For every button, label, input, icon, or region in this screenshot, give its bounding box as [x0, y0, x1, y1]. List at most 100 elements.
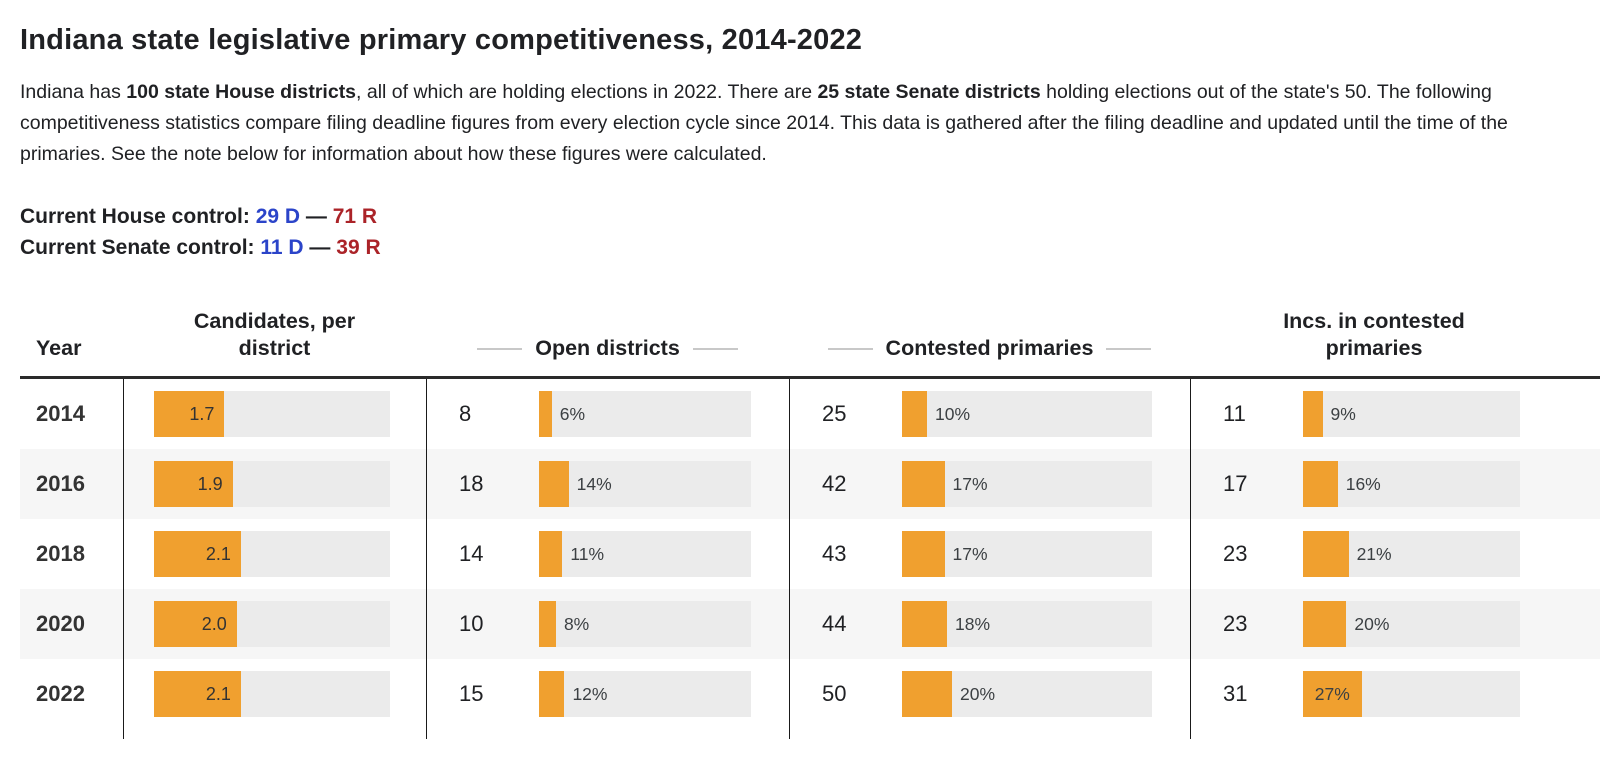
- open-districts-bar-fill: [539, 531, 563, 578]
- intro-paragraph: Indiana has 100 state House districts, a…: [20, 77, 1542, 171]
- chamber-control-summary: Current House control: 29 D — 71 R Curre…: [20, 201, 1600, 265]
- contested-primaries-cell: 25 10%: [789, 379, 1190, 450]
- open-districts-bar-track: 12%: [539, 671, 751, 718]
- contested-primaries-cell: 42 17%: [789, 449, 1190, 520]
- incs-in-contested-primaries-bar-label: 21%: [1356, 543, 1392, 564]
- incs-in-contested-primaries-bar-label: 20%: [1354, 613, 1390, 634]
- senate-control-label: Current Senate control:: [20, 236, 255, 260]
- candidates-per-district-cell: 2.1: [123, 519, 426, 590]
- contested-primaries-bar-track: 17%: [902, 531, 1152, 578]
- open-districts-bar-track: 14%: [539, 461, 751, 508]
- open-districts-bar-fill: [539, 601, 556, 648]
- candidates-bar-label: 2.0: [201, 613, 227, 634]
- open-districts-count: 14: [459, 541, 484, 567]
- contested-primaries-bar-fill: [902, 671, 952, 718]
- open-districts-cell: 15 12%: [426, 659, 789, 730]
- year-value: 2014: [36, 401, 85, 427]
- em-dash: —: [309, 236, 331, 260]
- candidates-bar-label: 2.1: [205, 543, 231, 564]
- candidates-bar-track: 2.1: [154, 531, 390, 578]
- candidates-bar-label: 1.9: [197, 473, 223, 494]
- open-districts-bar-label: 6%: [559, 403, 586, 424]
- incs-in-contested-primaries-bar-fill: [1303, 531, 1349, 578]
- house-dem-count: 29 D: [255, 204, 301, 228]
- incs-in-contested-primaries-cell: 17 16%: [1190, 449, 1558, 520]
- incs-in-contested-primaries-bar-fill: [1303, 461, 1338, 508]
- competitiveness-table: Year Candidates, per district Open distr…: [20, 308, 1600, 740]
- incs-in-contested-primaries-bar-track: 21%: [1303, 531, 1520, 578]
- incs-in-contested-primaries-bar-fill: 27%: [1303, 671, 1362, 718]
- candidates-bar-fill: 2.1: [154, 671, 241, 718]
- contested-primaries-bar-track: 20%: [902, 671, 1152, 718]
- open-districts-count: 15: [459, 681, 484, 707]
- senate-control-line: Current Senate control: 11 D — 39 R: [20, 232, 1600, 264]
- incs-in-contested-primaries-cell: 23 20%: [1190, 589, 1558, 660]
- header-incs-in-contested-primaries: Incs. in contested primaries: [1283, 309, 1465, 361]
- open-districts-cell: 14 11%: [426, 519, 789, 590]
- open-districts-cell: 10 8%: [426, 589, 789, 660]
- incs-in-contested-primaries-bar-track: 20%: [1303, 601, 1520, 648]
- senate-rep-count: 39 R: [336, 236, 381, 260]
- year-value: 2016: [36, 471, 85, 497]
- incs-in-contested-primaries-count: 11: [1223, 401, 1246, 427]
- header-dash-right: [692, 347, 738, 350]
- open-districts-cell: 18 14%: [426, 449, 789, 520]
- incs-in-contested-primaries-bar-track: 16%: [1303, 461, 1520, 508]
- header-year: Year: [36, 336, 82, 361]
- candidates-per-district-cell: 2.0: [123, 589, 426, 660]
- incs-in-contested-primaries-count: 23: [1223, 541, 1248, 567]
- candidates-bar-track: 1.9: [154, 461, 390, 508]
- stub-cell: [1190, 729, 1558, 740]
- header-contested-primaries: Contested primaries: [789, 308, 1190, 376]
- contested-primaries-bar-track: 17%: [902, 461, 1152, 508]
- candidates-bar-label: 1.7: [189, 403, 215, 424]
- header-open-districts: Open districts: [426, 308, 789, 376]
- contested-primaries-bar-fill: [902, 391, 927, 438]
- incs-in-contested-primaries-cell: 23 21%: [1190, 519, 1558, 590]
- candidates-bar-fill: 2.0: [154, 601, 237, 648]
- house-rep-count: 71 R: [332, 204, 378, 228]
- open-districts-bar-label: 8%: [563, 613, 590, 634]
- intro-text: Indiana has: [20, 81, 127, 103]
- house-control-line: Current House control: 29 D — 71 R: [20, 201, 1600, 233]
- header-dash-right: [1106, 347, 1152, 350]
- stub-cell: [20, 729, 123, 739]
- candidates-bar-label: 2.1: [205, 683, 231, 704]
- candidates-per-district-cell: 1.9: [123, 449, 426, 520]
- open-districts-bar-label: 11%: [570, 543, 605, 564]
- table-row: 2014 1.7 8 6% 25 10% 11 9%: [20, 379, 1600, 450]
- table-row: 2022 2.1 15 12% 50 20% 31 27%: [20, 659, 1600, 730]
- contested-primaries-bar-label: 10%: [935, 403, 971, 424]
- contested-primaries-count: 44: [822, 611, 847, 637]
- incs-in-contested-primaries-count: 31: [1223, 681, 1248, 707]
- open-districts-bar-label: 14%: [576, 473, 612, 494]
- contested-primaries-count: 25: [822, 401, 847, 427]
- contested-primaries-bar-label: 17%: [952, 473, 988, 494]
- header-candidates-per-district: Candidates, per district: [193, 309, 356, 361]
- intro-text: holding elections out of the state's 50.…: [20, 81, 1508, 166]
- em-dash: —: [305, 204, 327, 228]
- contested-primaries-cell: 44 18%: [789, 589, 1190, 660]
- contested-primaries-bar-fill: [902, 531, 945, 578]
- candidates-bar-track: 2.1: [154, 671, 390, 718]
- stub-cell: [789, 729, 1190, 740]
- contested-primaries-count: 50: [822, 681, 847, 707]
- contested-primaries-cell: 43 17%: [789, 519, 1190, 590]
- senate-dem-count: 11 D: [260, 236, 304, 260]
- open-districts-bar-track: 11%: [539, 531, 751, 578]
- contested-primaries-cell: 50 20%: [789, 659, 1190, 730]
- intro-text: , all of which are holding elections in …: [356, 81, 818, 103]
- candidates-per-district-cell: 2.1: [123, 659, 426, 730]
- contested-primaries-bar-track: 10%: [902, 391, 1152, 438]
- incs-in-contested-primaries-bar-fill: [1303, 391, 1323, 438]
- incs-in-contested-primaries-bar-track: 9%: [1303, 391, 1520, 438]
- contested-primaries-bar-label: 17%: [952, 543, 988, 564]
- incs-in-contested-primaries-cell: 31 27%: [1190, 659, 1558, 730]
- open-districts-bar-fill: [539, 461, 569, 508]
- open-districts-count: 10: [459, 611, 484, 637]
- contested-primaries-bar-track: 18%: [902, 601, 1152, 648]
- incs-in-contested-primaries-cell: 11 9%: [1190, 379, 1558, 450]
- table-header-row: Year Candidates, per district Open distr…: [20, 308, 1600, 376]
- contested-primaries-count: 43: [822, 541, 847, 567]
- incs-in-contested-primaries-bar-label: 9%: [1330, 403, 1356, 424]
